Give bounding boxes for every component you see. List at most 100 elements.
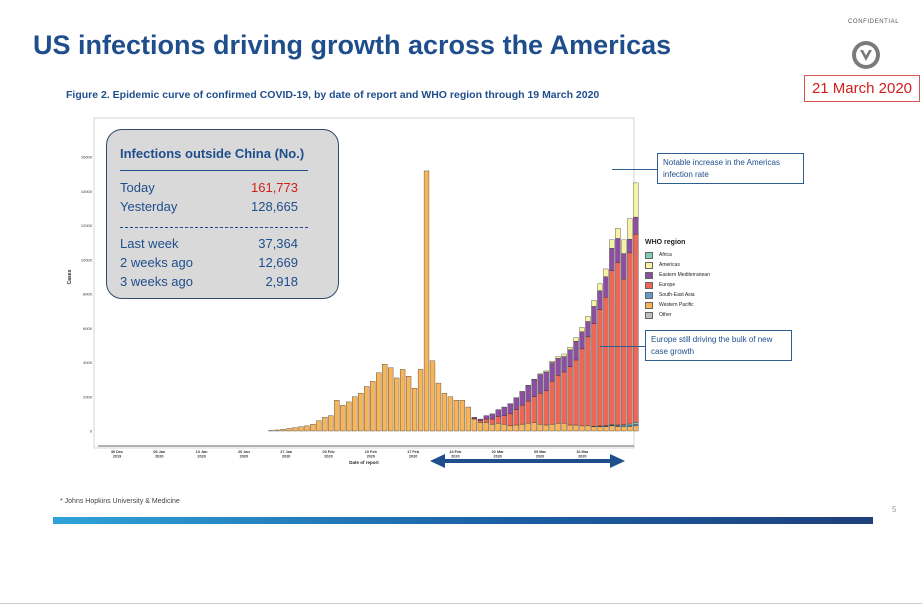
x-tick-label: 2020 xyxy=(240,455,248,459)
bar-segment xyxy=(573,359,579,426)
bar-segment xyxy=(340,405,346,432)
bar-segment xyxy=(567,346,573,350)
bar-segment xyxy=(435,382,442,432)
y-tick-label: 12000 xyxy=(81,223,93,228)
bar-segment xyxy=(603,276,609,298)
page-number: 5 xyxy=(892,505,897,514)
bar-segment xyxy=(394,377,400,432)
bar-segment xyxy=(489,413,495,420)
x-tick-label: 2020 xyxy=(197,455,205,459)
bar-segment xyxy=(352,396,358,432)
bar-segment xyxy=(615,228,621,239)
bar-segment xyxy=(519,423,525,432)
bar-segment xyxy=(483,415,489,420)
bar-segment xyxy=(471,418,477,432)
x-tick-label: 27 Jan xyxy=(280,450,293,454)
bar-segment xyxy=(489,423,495,432)
bar-segment xyxy=(573,337,579,342)
infobox-row-label: 3 weeks ago xyxy=(120,274,193,289)
bar-segment xyxy=(405,376,412,432)
bar-segment xyxy=(627,423,633,426)
bar-segment xyxy=(609,248,615,271)
legend-item: Western Pacific xyxy=(645,300,710,310)
x-tick-label: 2020 xyxy=(155,455,163,459)
bar-segment xyxy=(495,416,501,424)
bar-segment xyxy=(543,424,549,432)
bar-segment xyxy=(537,374,543,394)
bar-segment xyxy=(471,417,477,419)
legend-item: Other xyxy=(645,310,710,320)
infobox-row-2-weeks: 2 weeks ago 12,669 xyxy=(120,255,298,270)
x-tick-label: 2020 xyxy=(324,455,332,459)
bar-segment xyxy=(579,348,585,427)
bar-segment xyxy=(561,371,567,424)
bar-segment xyxy=(543,390,549,426)
bar-segment xyxy=(292,427,298,432)
bar-segment xyxy=(549,381,555,425)
legend-swatch xyxy=(645,311,653,319)
bar-segment xyxy=(495,423,501,432)
bar-segment xyxy=(627,425,633,427)
legend-swatch xyxy=(645,281,653,289)
x-tick-label: 2020 xyxy=(282,455,290,459)
x-tick-label: 2019 xyxy=(113,455,121,459)
legend-item: Africa xyxy=(645,250,710,260)
infobox-row-label: Yesterday xyxy=(120,199,178,214)
figure-title: Figure 2. Epidemic curve of confirmed CO… xyxy=(66,89,600,101)
infobox-row-last-week: Last week 37,364 xyxy=(120,236,298,251)
bar-segment xyxy=(531,378,537,380)
legend-label: South-East Asia xyxy=(659,292,695,298)
bar-segment xyxy=(591,323,597,427)
x-tick-label: 24 Feb xyxy=(449,450,462,454)
bar-segment xyxy=(495,409,501,417)
bar-segment xyxy=(477,420,483,423)
bar-segment xyxy=(388,367,394,432)
x-tick-label: 2020 xyxy=(536,455,544,459)
legend-label: Europe xyxy=(659,282,676,288)
bar-segment xyxy=(591,300,597,307)
bar-segment xyxy=(483,422,489,432)
bar-segment xyxy=(376,372,382,432)
y-tick-label: 8000 xyxy=(83,292,93,297)
bar-segment xyxy=(603,426,609,432)
bar-segment xyxy=(280,429,286,432)
legend-swatch xyxy=(645,271,653,279)
x-tick-label: 20 Jan xyxy=(238,450,251,454)
bar-segment xyxy=(537,423,543,432)
bar-segment xyxy=(346,401,352,432)
infobox-dashed-divider xyxy=(120,227,308,228)
bar-segment xyxy=(579,425,585,432)
x-tick-label: 2020 xyxy=(578,455,586,459)
bar-segment xyxy=(633,182,639,218)
bar-segment xyxy=(621,239,627,254)
x-tick-label: 30 Dec xyxy=(111,450,123,454)
infobox-row-value: 2,918 xyxy=(265,274,298,289)
bar-segment xyxy=(627,239,633,254)
footer-gradient-bar xyxy=(53,517,873,524)
bar-segment xyxy=(370,381,376,432)
bar-segment xyxy=(316,420,322,432)
bar-segment xyxy=(615,262,621,426)
infobox-divider xyxy=(120,170,308,171)
bar-segment xyxy=(633,422,639,425)
bar-segment xyxy=(519,391,525,406)
bar-segment xyxy=(567,366,573,426)
bar-segment xyxy=(603,297,609,426)
y-tick-label: 0 xyxy=(90,429,93,434)
slide-title: US infections driving growth across the … xyxy=(33,30,672,60)
arrow-head-left xyxy=(430,454,445,468)
bar-segment xyxy=(286,428,292,432)
bar-segment xyxy=(621,253,627,280)
bar-segment xyxy=(525,400,531,424)
bar-segment xyxy=(513,409,519,426)
legend-label: Other xyxy=(659,312,672,318)
bar-segment xyxy=(328,415,334,432)
bar-segment xyxy=(567,424,573,432)
infobox-row-label: Today xyxy=(120,180,155,195)
confidential-label: CONFIDENTIAL xyxy=(848,19,900,25)
infections-summary-box: Infections outside China (No.) Today 161… xyxy=(106,129,339,299)
shield-chevron-logo-icon xyxy=(852,41,880,69)
y-tick-label: 16000 xyxy=(81,155,93,160)
bar-segment xyxy=(531,379,537,397)
